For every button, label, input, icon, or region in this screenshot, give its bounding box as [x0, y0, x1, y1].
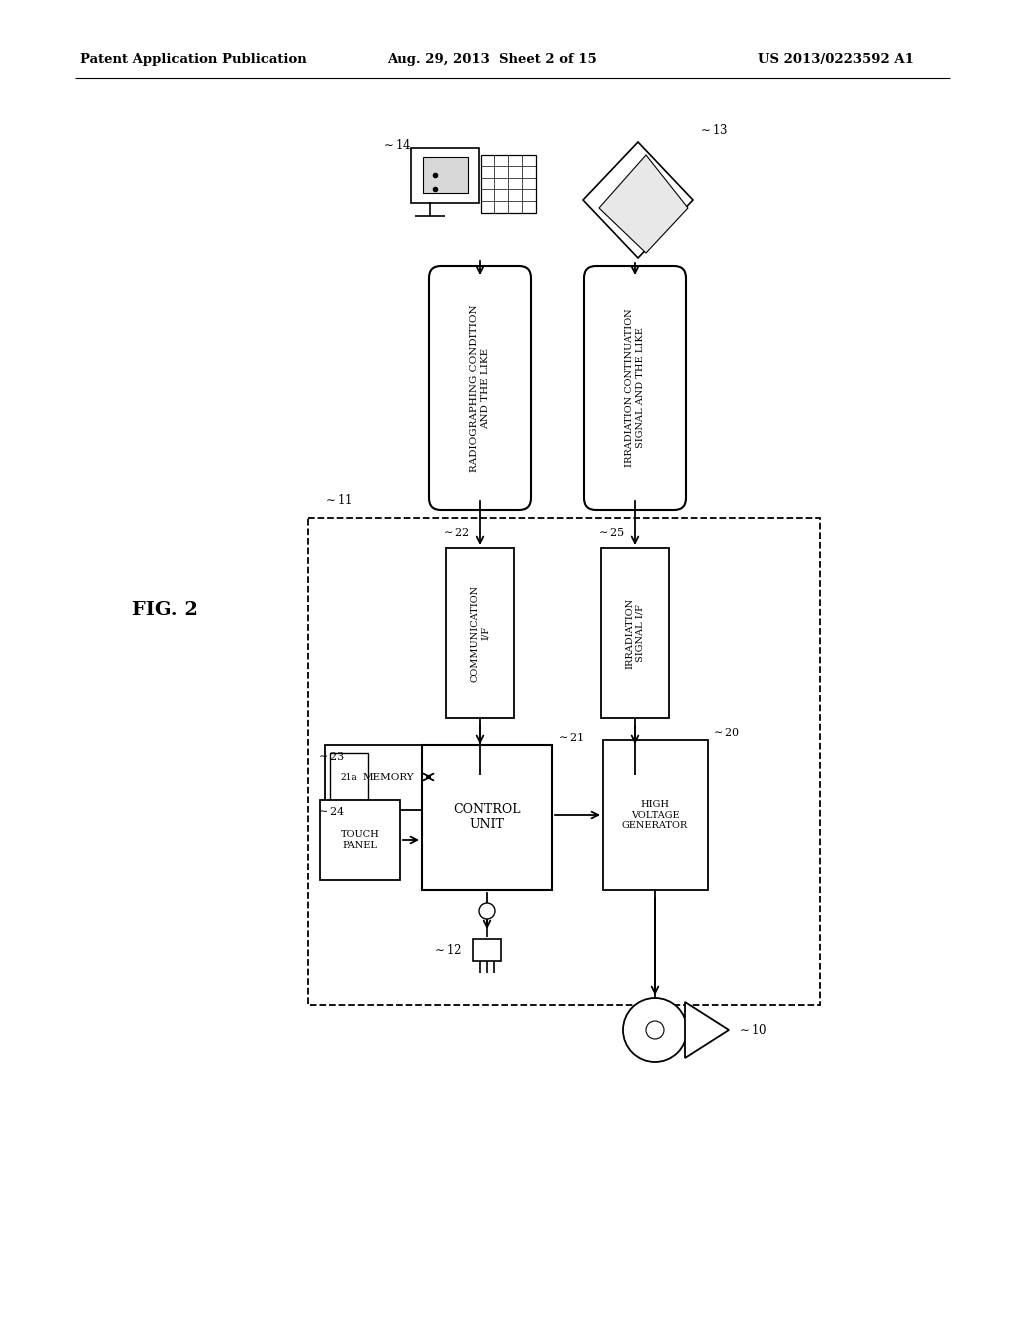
Text: $\sim$14: $\sim$14 — [381, 139, 412, 152]
Text: FIG. 2: FIG. 2 — [132, 601, 198, 619]
Text: $\sim$11: $\sim$11 — [323, 492, 352, 507]
Bar — [325, 744, 435, 810]
Bar — [446, 548, 514, 718]
Text: $\sim$12: $\sim$12 — [432, 942, 462, 957]
Polygon shape — [583, 143, 693, 257]
Bar — [411, 148, 479, 203]
Bar — [601, 548, 669, 718]
Text: $\sim$24: $\sim$24 — [316, 805, 345, 817]
Bar — [422, 744, 552, 890]
Polygon shape — [685, 1002, 729, 1059]
Bar — [481, 154, 536, 213]
Text: Patent Application Publication: Patent Application Publication — [80, 54, 307, 66]
Text: Aug. 29, 2013  Sheet 2 of 15: Aug. 29, 2013 Sheet 2 of 15 — [387, 54, 597, 66]
Text: CONTROL
UNIT: CONTROL UNIT — [454, 803, 521, 832]
Bar — [308, 517, 820, 1005]
Text: $\sim$10: $\sim$10 — [737, 1023, 768, 1038]
Bar — [473, 939, 501, 961]
Circle shape — [479, 903, 495, 919]
Text: $\sim$25: $\sim$25 — [596, 525, 625, 539]
Bar — [423, 157, 468, 193]
Text: IRRADIATION
SIGNAL I/F: IRRADIATION SIGNAL I/F — [626, 598, 645, 668]
Text: HIGH
VOLTAGE
GENERATOR: HIGH VOLTAGE GENERATOR — [622, 800, 688, 830]
Text: US 2013/0223592 A1: US 2013/0223592 A1 — [758, 54, 913, 66]
Bar — [319, 800, 400, 880]
Text: 21a: 21a — [341, 772, 357, 781]
Text: RADIOGRAPHING CONDITION
AND THE LIKE: RADIOGRAPHING CONDITION AND THE LIKE — [470, 304, 489, 471]
Polygon shape — [599, 154, 688, 253]
Text: $\sim$13: $\sim$13 — [698, 123, 728, 137]
Text: MEMORY: MEMORY — [362, 772, 414, 781]
Circle shape — [623, 998, 687, 1063]
Text: TOUCH
PANEL: TOUCH PANEL — [341, 830, 379, 850]
FancyBboxPatch shape — [429, 267, 531, 510]
Circle shape — [646, 1020, 664, 1039]
Text: $\sim$22: $\sim$22 — [441, 525, 470, 539]
Bar — [330, 752, 368, 803]
Text: $\sim$23: $\sim$23 — [316, 750, 345, 762]
Text: $\sim$21: $\sim$21 — [556, 731, 585, 743]
FancyBboxPatch shape — [584, 267, 686, 510]
Text: IRRADIATION CONTINUATION
SIGNAL AND THE LIKE: IRRADIATION CONTINUATION SIGNAL AND THE … — [626, 309, 645, 467]
Text: $\sim$20: $\sim$20 — [711, 726, 740, 738]
Bar — [603, 741, 708, 890]
Text: COMMUNICATION
I/F: COMMUNICATION I/F — [470, 585, 489, 681]
